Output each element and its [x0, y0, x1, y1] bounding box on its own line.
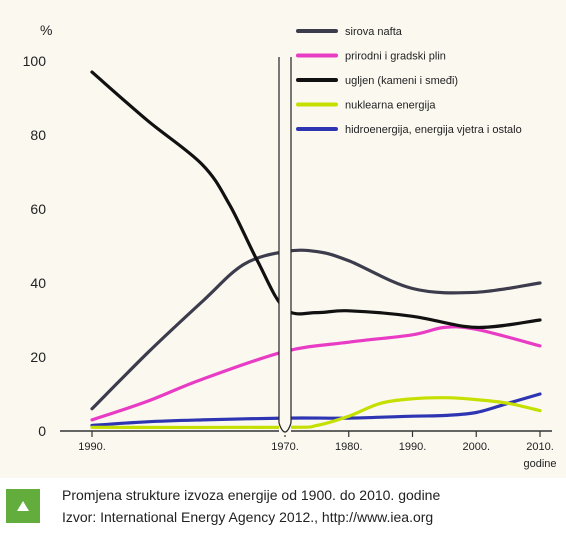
- legend-label: prirodni i gradski plin: [345, 51, 446, 63]
- x-tick-label: 1990.: [399, 441, 427, 453]
- axis-break-notch: [278, 422, 292, 433]
- legend-label: sirova nafta: [345, 26, 403, 38]
- x-tick-label: 1980.: [335, 441, 363, 453]
- y-tick-label: 60: [30, 201, 46, 217]
- caption-title: Promjena strukture izvoza energije od 19…: [62, 487, 441, 503]
- line-chart: % 0 20 40 60 80 100 1990. 1970. 1980. 1990. 2000. 2…: [23, 22, 557, 470]
- caption-source: Izvor: International Energy Agency 2012.…: [62, 509, 434, 525]
- y-tick-label: 100: [23, 53, 47, 69]
- chart-area: % 0 20 40 60 80 100 1990. 1970. 1980. 1990. 2000. 2…: [0, 0, 566, 478]
- y-tick-label: 20: [30, 349, 46, 365]
- legend-label: hidroenergija, energija vjetra i ostalo: [345, 124, 522, 136]
- figure-caption: Promjena strukture izvoza energije od 19…: [0, 478, 566, 533]
- x-tick-label: 1970.: [271, 441, 299, 453]
- legend-label: nuklearna energija: [345, 100, 436, 112]
- triangle-badge-icon: [6, 489, 40, 523]
- series-line-1: [90, 248, 542, 411]
- x-axis-label: godine: [523, 458, 556, 470]
- series-line-5: [90, 392, 542, 428]
- axis-break-band: [279, 57, 291, 435]
- y-tick-label: 0: [38, 423, 46, 439]
- x-tick-label: 2000.: [462, 441, 490, 453]
- y-tick-label: 80: [30, 127, 46, 143]
- x-tick-label: 2010.: [526, 441, 554, 453]
- y-tick-label: 40: [30, 275, 46, 291]
- legend-label: ugljen (kameni i smeđi): [345, 75, 458, 87]
- y-axis-label: %: [40, 22, 52, 38]
- x-tick-label: 1990.: [78, 441, 106, 453]
- series-line-3: [90, 70, 542, 330]
